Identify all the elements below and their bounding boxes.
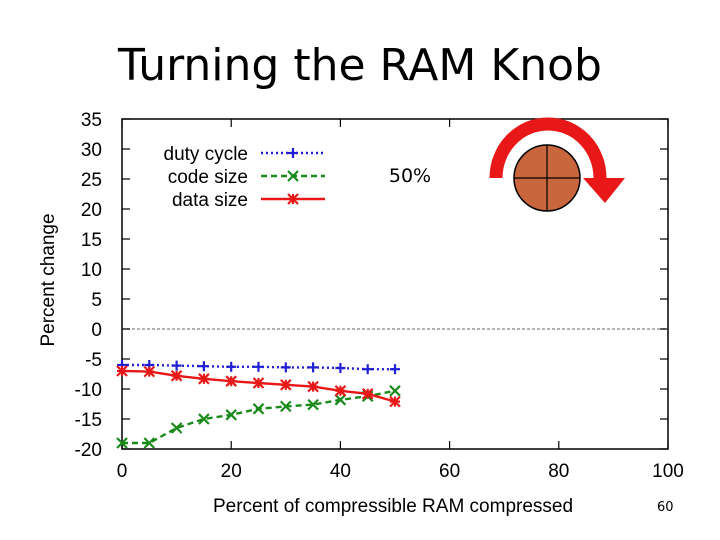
data-point-data-size <box>361 388 374 400</box>
legend-label-code-size: code size <box>168 167 248 188</box>
y-tick-label: 20 <box>81 200 102 221</box>
x-tick-label: 40 <box>330 461 351 482</box>
y-tick-label: 0 <box>91 320 102 341</box>
data-point-code-size <box>225 409 237 421</box>
data-point-duty-cycle <box>390 364 400 375</box>
data-point-code-size <box>198 413 210 425</box>
x-tick-label: 100 <box>652 461 684 482</box>
data-point-duty-cycle <box>280 362 291 373</box>
y-tick-label: 25 <box>81 170 102 191</box>
series-group <box>116 360 401 449</box>
data-point-data-size <box>280 379 292 391</box>
data-point-code-size <box>334 394 347 406</box>
data-point-duty-cycle <box>335 363 346 373</box>
plot-frame <box>121 118 669 450</box>
x-tick-label: 80 <box>548 461 569 482</box>
series-line-code-size <box>122 389 396 445</box>
data-point-code-size <box>116 437 128 449</box>
y-tick-label: -10 <box>75 380 102 401</box>
plot-frame-group <box>121 118 669 450</box>
x-axis-label: Percent of compressible RAM compressed <box>213 496 573 517</box>
data-point-data-size <box>334 385 347 397</box>
y-tick-label: 30 <box>81 140 102 161</box>
legend-label-data-size: data size <box>172 190 248 211</box>
ram-knob-icon <box>513 144 581 212</box>
legend-label-duty-cycle: duty cycle <box>164 144 248 165</box>
data-point-code-size <box>280 400 292 413</box>
data-point-code-size <box>143 437 156 449</box>
data-point-data-size <box>389 395 401 408</box>
y-tick-label: -15 <box>75 410 102 431</box>
y-tick-label: 10 <box>81 260 102 281</box>
data-point-data-size <box>225 375 237 387</box>
axis-ticks-group: 35 30 25 20 15 10 5 0 -5 -10 -15 -20 0 20 40 60 80 100 <box>75 110 684 482</box>
y-tick-label: 35 <box>81 110 102 131</box>
rotate-clockwise-arrow-icon <box>489 117 625 203</box>
data-point-code-size <box>252 403 265 415</box>
x-tick-label: 20 <box>221 461 242 482</box>
data-point-data-size <box>198 373 210 385</box>
data-point-code-size <box>389 385 401 397</box>
x-tick-label: 0 <box>117 461 128 482</box>
data-point-data-size <box>252 377 265 389</box>
y-tick-label: -20 <box>75 440 102 461</box>
y-tick-label: 15 <box>81 230 102 251</box>
data-point-code-size <box>170 422 183 434</box>
data-point-data-size <box>170 370 183 382</box>
data-point-duty-cycle <box>171 360 182 371</box>
data-point-data-size <box>307 380 319 393</box>
annotation-label: 50% <box>380 160 440 192</box>
x-tick-label: 60 <box>439 461 460 482</box>
data-point-code-size <box>307 398 319 411</box>
y-tick-label: -5 <box>85 350 102 371</box>
legend-marker-data-size <box>287 193 299 205</box>
data-point-duty-cycle <box>226 361 237 372</box>
data-point-duty-cycle <box>253 361 264 372</box>
legend-marker-duty-cycle <box>288 148 298 158</box>
y-tick-label: 5 <box>91 290 102 311</box>
data-point-duty-cycle <box>308 362 319 373</box>
knob-illustration <box>489 117 625 212</box>
data-point-data-size <box>116 365 128 377</box>
data-point-duty-cycle <box>198 361 209 372</box>
data-point-data-size <box>143 365 156 378</box>
slide-number: 60 <box>657 500 674 515</box>
legend-marker-code-size <box>287 170 299 182</box>
data-point-duty-cycle <box>362 364 373 375</box>
y-axis-label: Percent change <box>38 213 59 346</box>
slide-title: Turning the RAM Knob <box>118 40 602 91</box>
